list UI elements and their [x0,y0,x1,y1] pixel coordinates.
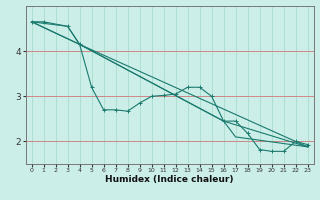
X-axis label: Humidex (Indice chaleur): Humidex (Indice chaleur) [105,175,234,184]
